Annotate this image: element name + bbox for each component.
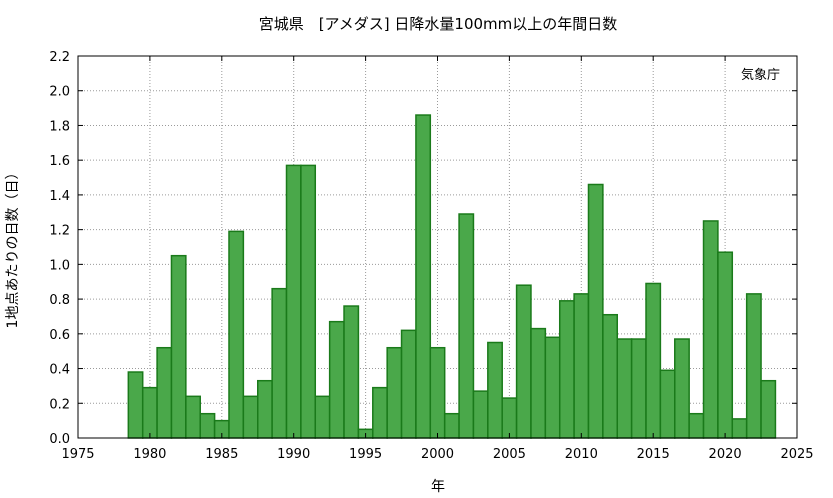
x-tick-label: 2005 bbox=[493, 447, 526, 462]
bar-1991 bbox=[300, 164, 317, 439]
bar-1999 bbox=[415, 114, 432, 439]
bar-2023 bbox=[760, 379, 777, 439]
bar-1989 bbox=[271, 287, 288, 439]
bar-2009 bbox=[558, 300, 575, 439]
bar-2011 bbox=[587, 183, 604, 439]
source-label: 気象庁 bbox=[741, 67, 780, 83]
x-axis-ticks: 1975 1980 1985 1990 1995 2000 2005 2010 2015 2020… bbox=[61, 56, 814, 462]
bar-2004 bbox=[487, 341, 503, 439]
bar-2012 bbox=[602, 313, 618, 439]
bar-1983 bbox=[185, 395, 201, 439]
bar-1994 bbox=[343, 305, 360, 439]
x-tick-label: 2025 bbox=[780, 447, 813, 462]
bar-2022 bbox=[745, 293, 762, 439]
bar-1988 bbox=[257, 379, 273, 439]
x-tick-label: 2020 bbox=[709, 447, 742, 462]
y-axis-ticks: 0.0 0.2 0.4 0.6 0.8 1.0 1.2 1.4 1.6 1.8 2.0 2.2 bbox=[49, 50, 797, 447]
x-tick-label: 1995 bbox=[349, 447, 382, 462]
bar-2018 bbox=[688, 412, 705, 439]
bar-2000 bbox=[429, 346, 446, 439]
bar-2010 bbox=[573, 293, 590, 439]
y-tick-label: 1.2 bbox=[49, 224, 70, 239]
chart-title: 宮城県 [アメダス] 日降水量100mm以上の年間日数 bbox=[259, 15, 618, 33]
bar-1997 bbox=[386, 346, 403, 439]
x-tick-label: 1980 bbox=[133, 447, 166, 462]
bar-2001 bbox=[443, 412, 460, 439]
bar-1986 bbox=[228, 230, 245, 439]
bar-1982 bbox=[170, 254, 187, 439]
bar-2002 bbox=[458, 213, 475, 439]
x-tick-label: 1975 bbox=[61, 447, 94, 462]
bar-1993 bbox=[328, 320, 345, 439]
bar-1980 bbox=[141, 386, 158, 439]
bar-2020 bbox=[717, 251, 734, 439]
bar-2013 bbox=[616, 338, 633, 439]
y-tick-label: 0.6 bbox=[49, 328, 70, 343]
bar-1984 bbox=[199, 412, 216, 439]
bar-2008 bbox=[544, 336, 561, 439]
y-tick-label: 2.2 bbox=[49, 50, 70, 65]
bar-1981 bbox=[156, 346, 173, 439]
y-tick-label: 1.8 bbox=[49, 119, 70, 134]
bar-2005 bbox=[501, 397, 518, 439]
bar-2003 bbox=[472, 390, 489, 439]
y-axis-label: 1地点あたりの日数（日） bbox=[5, 166, 21, 329]
bar-1990 bbox=[285, 164, 302, 439]
bars bbox=[127, 114, 777, 439]
y-tick-label: 1.4 bbox=[49, 189, 70, 204]
bar-1992 bbox=[314, 395, 331, 439]
bar-2019 bbox=[702, 220, 719, 439]
x-tick-label: 1985 bbox=[205, 447, 238, 462]
y-tick-label: 0.8 bbox=[49, 293, 70, 308]
bar-2016 bbox=[659, 369, 676, 439]
x-tick-label: 2000 bbox=[421, 447, 454, 462]
bar-2007 bbox=[530, 327, 547, 439]
x-axis-label: 年 bbox=[431, 479, 445, 495]
y-tick-label: 2.0 bbox=[49, 85, 70, 100]
x-tick-label: 2015 bbox=[637, 447, 670, 462]
bar-2014 bbox=[630, 338, 647, 439]
y-tick-label: 0.2 bbox=[49, 397, 70, 412]
y-tick-label: 1.0 bbox=[49, 258, 70, 273]
bar-1996 bbox=[372, 386, 388, 439]
y-tick-label: 0.4 bbox=[49, 363, 70, 378]
x-tick-label: 2010 bbox=[565, 447, 598, 462]
bar-1979 bbox=[127, 371, 144, 439]
bar-1998 bbox=[400, 329, 417, 439]
y-tick-label: 1.6 bbox=[49, 154, 70, 169]
bar-2006 bbox=[515, 284, 532, 439]
bar-2015 bbox=[645, 282, 662, 439]
x-tick-label: 1990 bbox=[277, 447, 310, 462]
bar-2017 bbox=[674, 338, 690, 439]
y-tick-label: 0.0 bbox=[49, 432, 70, 447]
bar-1987 bbox=[242, 395, 259, 439]
bar-2021 bbox=[731, 418, 748, 439]
